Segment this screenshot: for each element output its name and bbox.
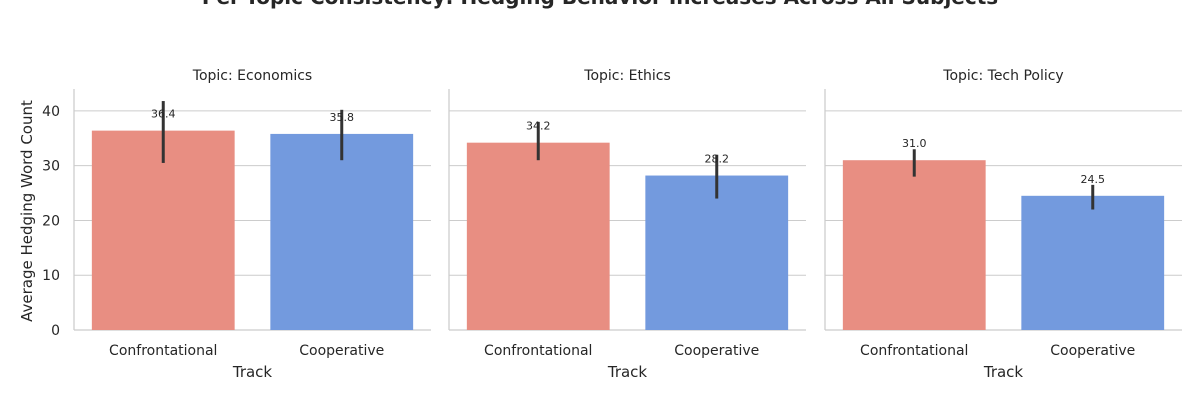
bar-cooperative [645, 175, 789, 330]
y-tick-label: 30 [42, 159, 60, 175]
facet-panel-2: Topic: Ethics 34.2 Confrontational 28.2 Coop… [448, 68, 806, 381]
x-tick-label: Confrontational [109, 343, 217, 359]
bar-confrontational [91, 130, 235, 330]
panel-title: Topic: Ethics [583, 68, 670, 84]
y-tick-label: 20 [42, 213, 60, 229]
y-tick-label: 0 [51, 323, 60, 339]
x-tick-label: Cooperative [1050, 343, 1135, 359]
value-label: 35.8 [330, 111, 355, 124]
value-label: 31.0 [902, 137, 927, 150]
x-tick-label: Cooperative [299, 343, 384, 359]
panel-title: Topic: Economics [192, 68, 312, 84]
y-tick-label: 10 [42, 268, 60, 284]
x-tick-label: Confrontational [484, 343, 592, 359]
bar-cooperative [1021, 195, 1165, 330]
facet-panel-1: 0 10 20 30 40 Topic: Economics 36.4 Confrontati… [42, 68, 431, 381]
x-tick-label: Cooperative [674, 343, 759, 359]
y-axis-label: Average Hedging Word Count [18, 100, 36, 322]
facet-panels: 0 10 20 30 40 Topic: Economics 36.4 Confrontati… [42, 68, 1182, 381]
chart-title: Per-Topic Consistency: Hedging Behavior … [202, 0, 998, 9]
bar-cooperative [270, 133, 414, 330]
bar-confrontational [466, 142, 610, 330]
facet-panel-3: Topic: Tech Policy 31.0 Confrontational 24.… [824, 68, 1182, 381]
panel-title: Topic: Tech Policy [942, 68, 1063, 84]
x-axis-label: Track [983, 363, 1024, 381]
value-label: 28.2 [705, 153, 730, 166]
value-label: 24.5 [1081, 173, 1106, 186]
x-axis-label: Track [232, 363, 273, 381]
y-tick-label: 40 [42, 104, 60, 120]
value-label: 34.2 [526, 120, 551, 133]
value-label: 36.4 [151, 108, 176, 121]
bar-confrontational [842, 160, 986, 330]
x-axis-label: Track [607, 363, 648, 381]
x-tick-label: Confrontational [860, 343, 968, 359]
